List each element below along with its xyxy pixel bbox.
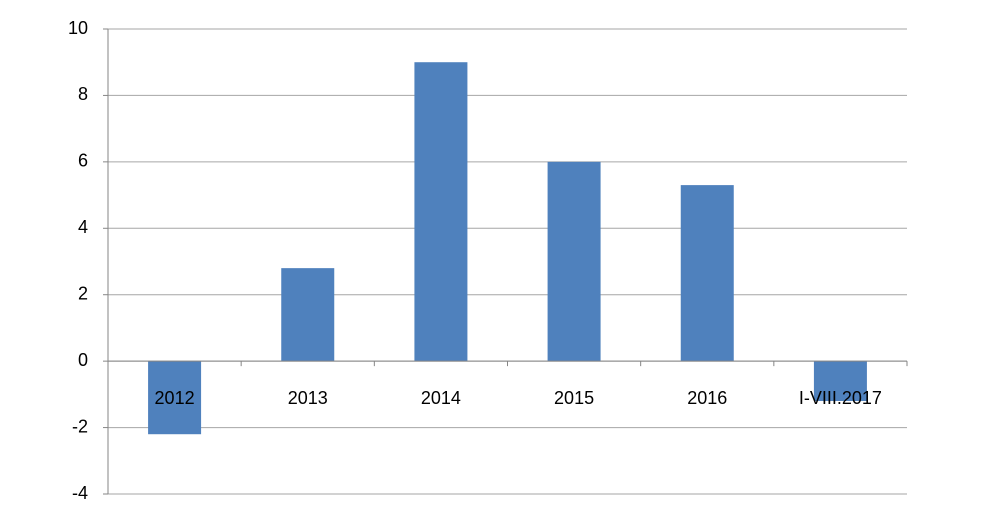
x-tick-label: I-VIII.2017 xyxy=(799,388,882,408)
y-tick-label: 6 xyxy=(78,151,88,171)
x-tick-label: 2012 xyxy=(155,388,195,408)
bar xyxy=(281,268,335,362)
bar xyxy=(813,361,867,401)
y-tick-label: 2 xyxy=(78,283,88,303)
x-tick-label: 2013 xyxy=(288,388,328,408)
bar xyxy=(148,361,202,435)
bar xyxy=(547,161,601,362)
y-tick-label: 8 xyxy=(78,84,88,104)
x-tick-label: 2014 xyxy=(421,388,461,408)
x-tick-label: 2015 xyxy=(554,388,594,408)
y-tick-label: -2 xyxy=(72,416,88,436)
y-tick-label: 0 xyxy=(78,350,88,370)
bar xyxy=(680,185,734,362)
x-tick-label: 2016 xyxy=(687,388,727,408)
y-tick-label: -4 xyxy=(72,483,88,503)
y-tick-label: 10 xyxy=(68,18,88,38)
bar xyxy=(414,62,468,362)
y-tick-label: 4 xyxy=(78,217,88,237)
